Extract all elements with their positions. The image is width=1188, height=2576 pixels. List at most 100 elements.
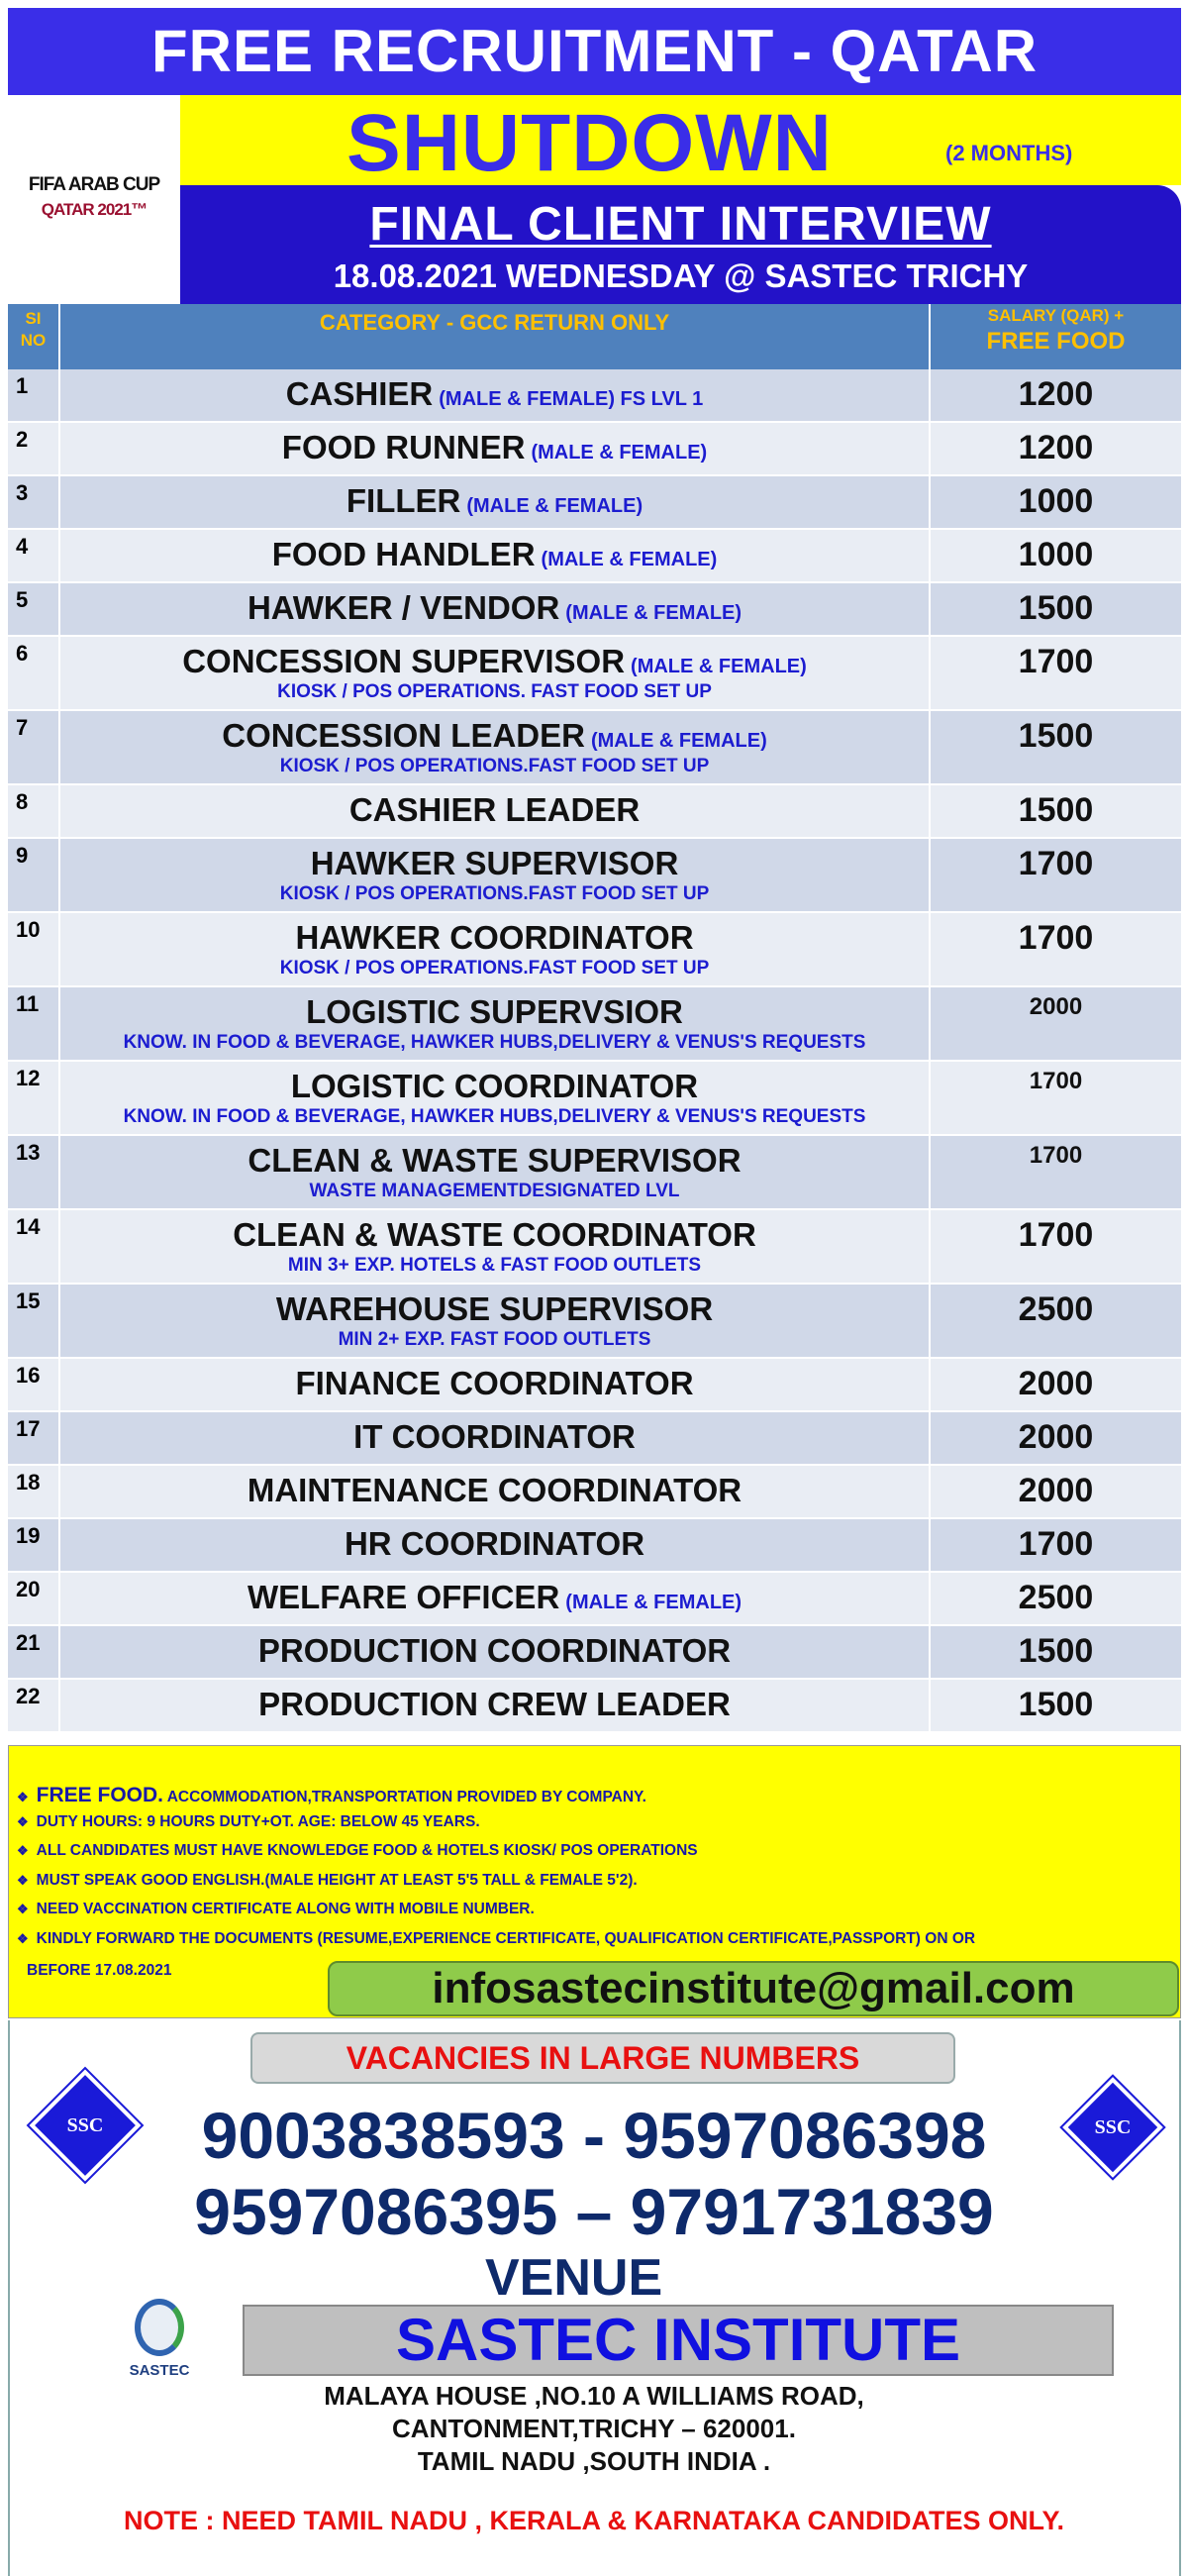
- row-number: 19: [8, 1519, 60, 1571]
- row-number: 3: [8, 476, 60, 528]
- row-number: 9: [8, 839, 60, 911]
- row-number: 22: [8, 1680, 60, 1731]
- condition-text: DUTY HOURS: 9 HOURS DUTY+OT. AGE: BELOW …: [36, 1812, 480, 1830]
- row-number: 7: [8, 711, 60, 783]
- table-row: 9 HAWKER SUPERVISOR KIOSK / POS OPERATIONS…: [8, 839, 1181, 913]
- interview-banner: FINAL CLIENT INTERVIEW 18.08.2021 WEDNES…: [180, 185, 1181, 304]
- salary: 1000: [1018, 536, 1094, 573]
- institute-name: SASTEC INSTITUTE: [243, 2305, 1114, 2376]
- job-title: FINANCE COORDINATOR: [295, 1365, 694, 1401]
- table-header: SI NO CATEGORY - GCC RETURN ONLY SALARY (…: [8, 304, 1181, 369]
- condition-text: ALL CANDIDATES MUST HAVE KNOWLEDGE FOOD …: [36, 1842, 698, 1859]
- job-qualifier: (MALE & FEMALE): [565, 602, 742, 624]
- row-number: 21: [8, 1626, 60, 1678]
- table-row: 8 CASHIER LEADER 1500: [8, 785, 1181, 839]
- job-qualifier: (MALE & FEMALE): [565, 1592, 742, 1613]
- row-category: FINANCE COORDINATOR: [60, 1359, 931, 1410]
- row-category: LOGISTIC SUPERVSIOR KNOW. IN FOOD & BEVER…: [60, 987, 931, 1060]
- job-qualifier: (MALE & FEMALE): [590, 730, 767, 752]
- row-category: LOGISTIC COORDINATOR KNOW. IN FOOD & BEVE…: [60, 1062, 931, 1134]
- sastec-logo: SASTEC: [110, 2293, 209, 2392]
- row-number: 8: [8, 785, 60, 837]
- vacancies-banner: VACANCIES IN LARGE NUMBERS: [250, 2032, 955, 2084]
- row-number: 17: [8, 1412, 60, 1464]
- diamond-bullet-icon: ❖: [17, 1843, 29, 1858]
- job-title: LOGISTIC SUPERVSIOR: [306, 993, 683, 1030]
- row-number: 2: [8, 423, 60, 474]
- table-row: 2 FOOD RUNNER (MALE & FEMALE) 1200: [8, 423, 1181, 476]
- row-category: CONCESSION SUPERVISOR (MALE & FEMALE) KIOS…: [60, 637, 931, 709]
- col-category-header: CATEGORY - GCC RETURN ONLY: [60, 304, 931, 369]
- diamond-bullet-icon: ❖: [17, 1930, 29, 1946]
- table-row: 19 HR COORDINATOR 1700: [8, 1519, 1181, 1573]
- table-row: 13 CLEAN & WASTE SUPERVISOR WASTE MANAGEME…: [8, 1136, 1181, 1210]
- job-requirement: MIN 2+ EXP. FAST FOOD OUTLETS: [338, 1329, 651, 1350]
- row-number: 16: [8, 1359, 60, 1410]
- conditions-list: ❖ FREE FOOD. ACCOMMODATION,TRANSPORTATION…: [17, 1784, 1175, 1959]
- job-requirement: KIOSK / POS OPERATIONS.FAST FOOD SET UP: [279, 883, 710, 904]
- row-number: 18: [8, 1466, 60, 1517]
- job-qualifier: (MALE & FEMALE) FS LVL 1: [439, 388, 704, 410]
- job-qualifier: (MALE & FEMALE): [541, 549, 718, 570]
- contact-section: [8, 2020, 1181, 2576]
- table-row: 5 HAWKER / VENDOR (MALE & FEMALE) 1500: [8, 583, 1181, 637]
- col-si-line1: SI: [25, 309, 42, 328]
- interview-date-venue: 18.08.2021 WEDNESDAY @ SASTEC TRICHY: [333, 258, 1029, 294]
- salary: 1500: [1018, 1686, 1094, 1723]
- diamond-bullet-icon: ❖: [17, 1813, 29, 1829]
- candidate-note: NOTE : NEED TAMIL NADU , KERALA & KARNAT…: [124, 2506, 1064, 2535]
- table-row: 12 LOGISTIC COORDINATOR KNOW. IN FOOD & BE…: [8, 1062, 1181, 1136]
- table-row: 17 IT COORDINATOR 2000: [8, 1412, 1181, 1466]
- row-category: CLEAN & WASTE COORDINATOR MIN 3+ EXP. HOT…: [60, 1210, 931, 1283]
- job-title: FOOD RUNNER: [281, 429, 526, 465]
- row-category: PRODUCTION CREW LEADER: [60, 1680, 931, 1731]
- phone-numbers-line2[interactable]: 9597086395 – 9791731839: [194, 2175, 994, 2248]
- row-number: 14: [8, 1210, 60, 1283]
- condition-item: ❖ FREE FOOD. ACCOMMODATION,TRANSPORTATION…: [17, 1784, 1175, 1813]
- table-row: 11 LOGISTIC SUPERVSIOR KNOW. IN FOOD & BEV…: [8, 987, 1181, 1062]
- row-category: HAWKER COORDINATOR KIOSK / POS OPERATIONS…: [60, 913, 931, 985]
- job-title: CONCESSION SUPERVISOR: [182, 643, 626, 679]
- shutdown-title: SHUTDOWN: [346, 98, 833, 188]
- condition-text: KINDLY FORWARD THE DOCUMENTS (RESUME,EXP…: [36, 1929, 976, 1947]
- condition-item: ❖ ALL CANDIDATES MUST HAVE KNOWLEDGE FOOD…: [17, 1842, 1175, 1872]
- job-title: HAWKER COORDINATOR: [295, 919, 694, 956]
- table-row: 3 FILLER (MALE & FEMALE) 1000: [8, 476, 1181, 530]
- row-category: HAWKER SUPERVISOR KIOSK / POS OPERATIONS.…: [60, 839, 931, 911]
- job-title: PRODUCTION COORDINATOR: [257, 1632, 732, 1669]
- sastec-globe-icon: [135, 2299, 184, 2356]
- interview-title: FINAL CLIENT INTERVIEW: [369, 198, 992, 251]
- email-link[interactable]: infosastecinstitute@gmail.com: [328, 1961, 1179, 2016]
- row-number: 6: [8, 637, 60, 709]
- row-category: HR COORDINATOR: [60, 1519, 931, 1571]
- salary: 1200: [1018, 375, 1094, 413]
- logo-line1: FIFA ARAB CUP: [28, 174, 160, 195]
- phone-numbers-line1[interactable]: 9003838593 - 9597086398: [201, 2099, 987, 2172]
- job-title: HR COORDINATOR: [344, 1525, 645, 1562]
- row-category: WELFARE OFFICER (MALE & FEMALE): [60, 1573, 931, 1624]
- row-number: 13: [8, 1136, 60, 1208]
- row-category: FOOD HANDLER (MALE & FEMALE): [60, 530, 931, 581]
- row-category: CLEAN & WASTE SUPERVISOR WASTE MANAGEMENT…: [60, 1136, 931, 1208]
- table-row: 16 FINANCE COORDINATOR 2000: [8, 1359, 1181, 1412]
- address-line1: MALAYA HOUSE ,NO.10 A WILLIAMS ROAD,: [324, 2381, 864, 2411]
- job-title: CONCESSION LEADER: [222, 717, 585, 754]
- condition-lead: FREE FOOD.: [36, 1784, 163, 1806]
- table-row: 21 PRODUCTION COORDINATOR 1500: [8, 1626, 1181, 1680]
- col-salary-line2: FREE FOOD: [986, 328, 1126, 355]
- sastec-logo-text: SASTEC: [129, 2362, 190, 2379]
- col-salary-header: SALARY (QAR) + FREE FOOD: [931, 304, 1181, 369]
- job-table-body: 1 CASHIER (MALE & FEMALE) FS LVL 1 1200 2 FOO…: [8, 369, 1181, 1733]
- row-number: 1: [8, 369, 60, 421]
- col-salary-line1: SALARY (QAR) +: [987, 306, 1125, 325]
- duration: (2 MONTHS): [945, 141, 1073, 165]
- job-title: CASHIER: [285, 375, 434, 412]
- salary: 1500: [1018, 717, 1094, 755]
- deadline-text: BEFORE 17.08.2021: [27, 1962, 172, 1979]
- table-row: 7 CONCESSION LEADER (MALE & FEMALE) KIOSK /…: [8, 711, 1181, 785]
- salary: 2000: [1018, 1365, 1094, 1402]
- job-qualifier: (MALE & FEMALE): [531, 442, 708, 464]
- table-row: 6 CONCESSION SUPERVISOR (MALE & FEMALE) KIO…: [8, 637, 1181, 711]
- row-category: MAINTENANCE COORDINATOR: [60, 1466, 931, 1517]
- row-category: FILLER (MALE & FEMALE): [60, 476, 931, 528]
